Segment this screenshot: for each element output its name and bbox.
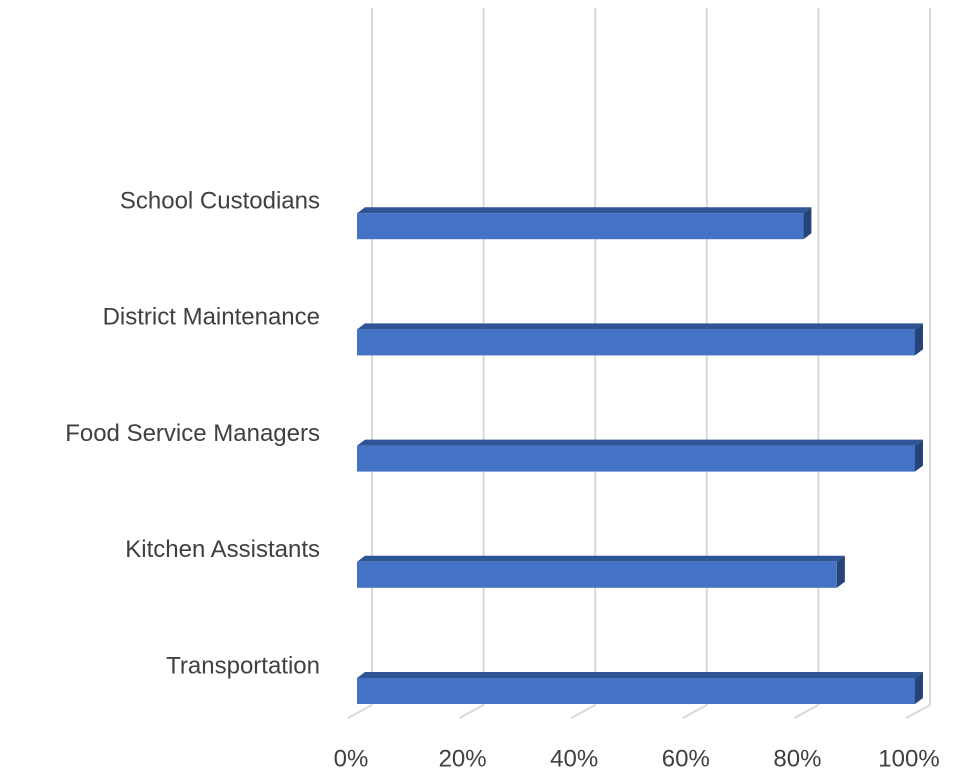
x-tick-label: 0% <box>334 745 369 772</box>
bar <box>357 561 837 588</box>
bar-side <box>915 323 923 356</box>
bar-side <box>803 207 812 240</box>
bar-side <box>915 672 923 704</box>
bar <box>357 329 915 356</box>
bar-top <box>357 439 923 446</box>
floor-line <box>459 704 485 719</box>
floor-line <box>905 704 931 719</box>
bar-top <box>357 207 812 214</box>
x-tick-label: 80% <box>773 745 821 772</box>
x-tick-label: 40% <box>550 745 598 772</box>
bar <box>357 445 915 472</box>
bar-top <box>357 672 923 678</box>
bar-side <box>836 555 845 588</box>
bar-side <box>915 439 923 472</box>
bar-top <box>357 555 845 562</box>
floor-line <box>793 704 819 719</box>
y-tick-label: District Maintenance <box>103 304 320 331</box>
x-tick-label: 100% <box>878 745 939 772</box>
x-tick-label: 60% <box>662 745 710 772</box>
y-tick-label: Food Service Managers <box>65 420 320 447</box>
y-tick-label: Transportation <box>166 652 320 679</box>
floor-line <box>682 704 708 719</box>
y-tick-label: School Custodians <box>120 188 320 215</box>
floor-line <box>570 704 596 719</box>
y-tick-label: Kitchen Assistants <box>125 536 320 563</box>
bar <box>357 213 804 240</box>
floor-line <box>347 704 373 719</box>
x-tick-label: 20% <box>439 745 487 772</box>
bar <box>357 678 915 704</box>
bar-top <box>357 323 923 330</box>
